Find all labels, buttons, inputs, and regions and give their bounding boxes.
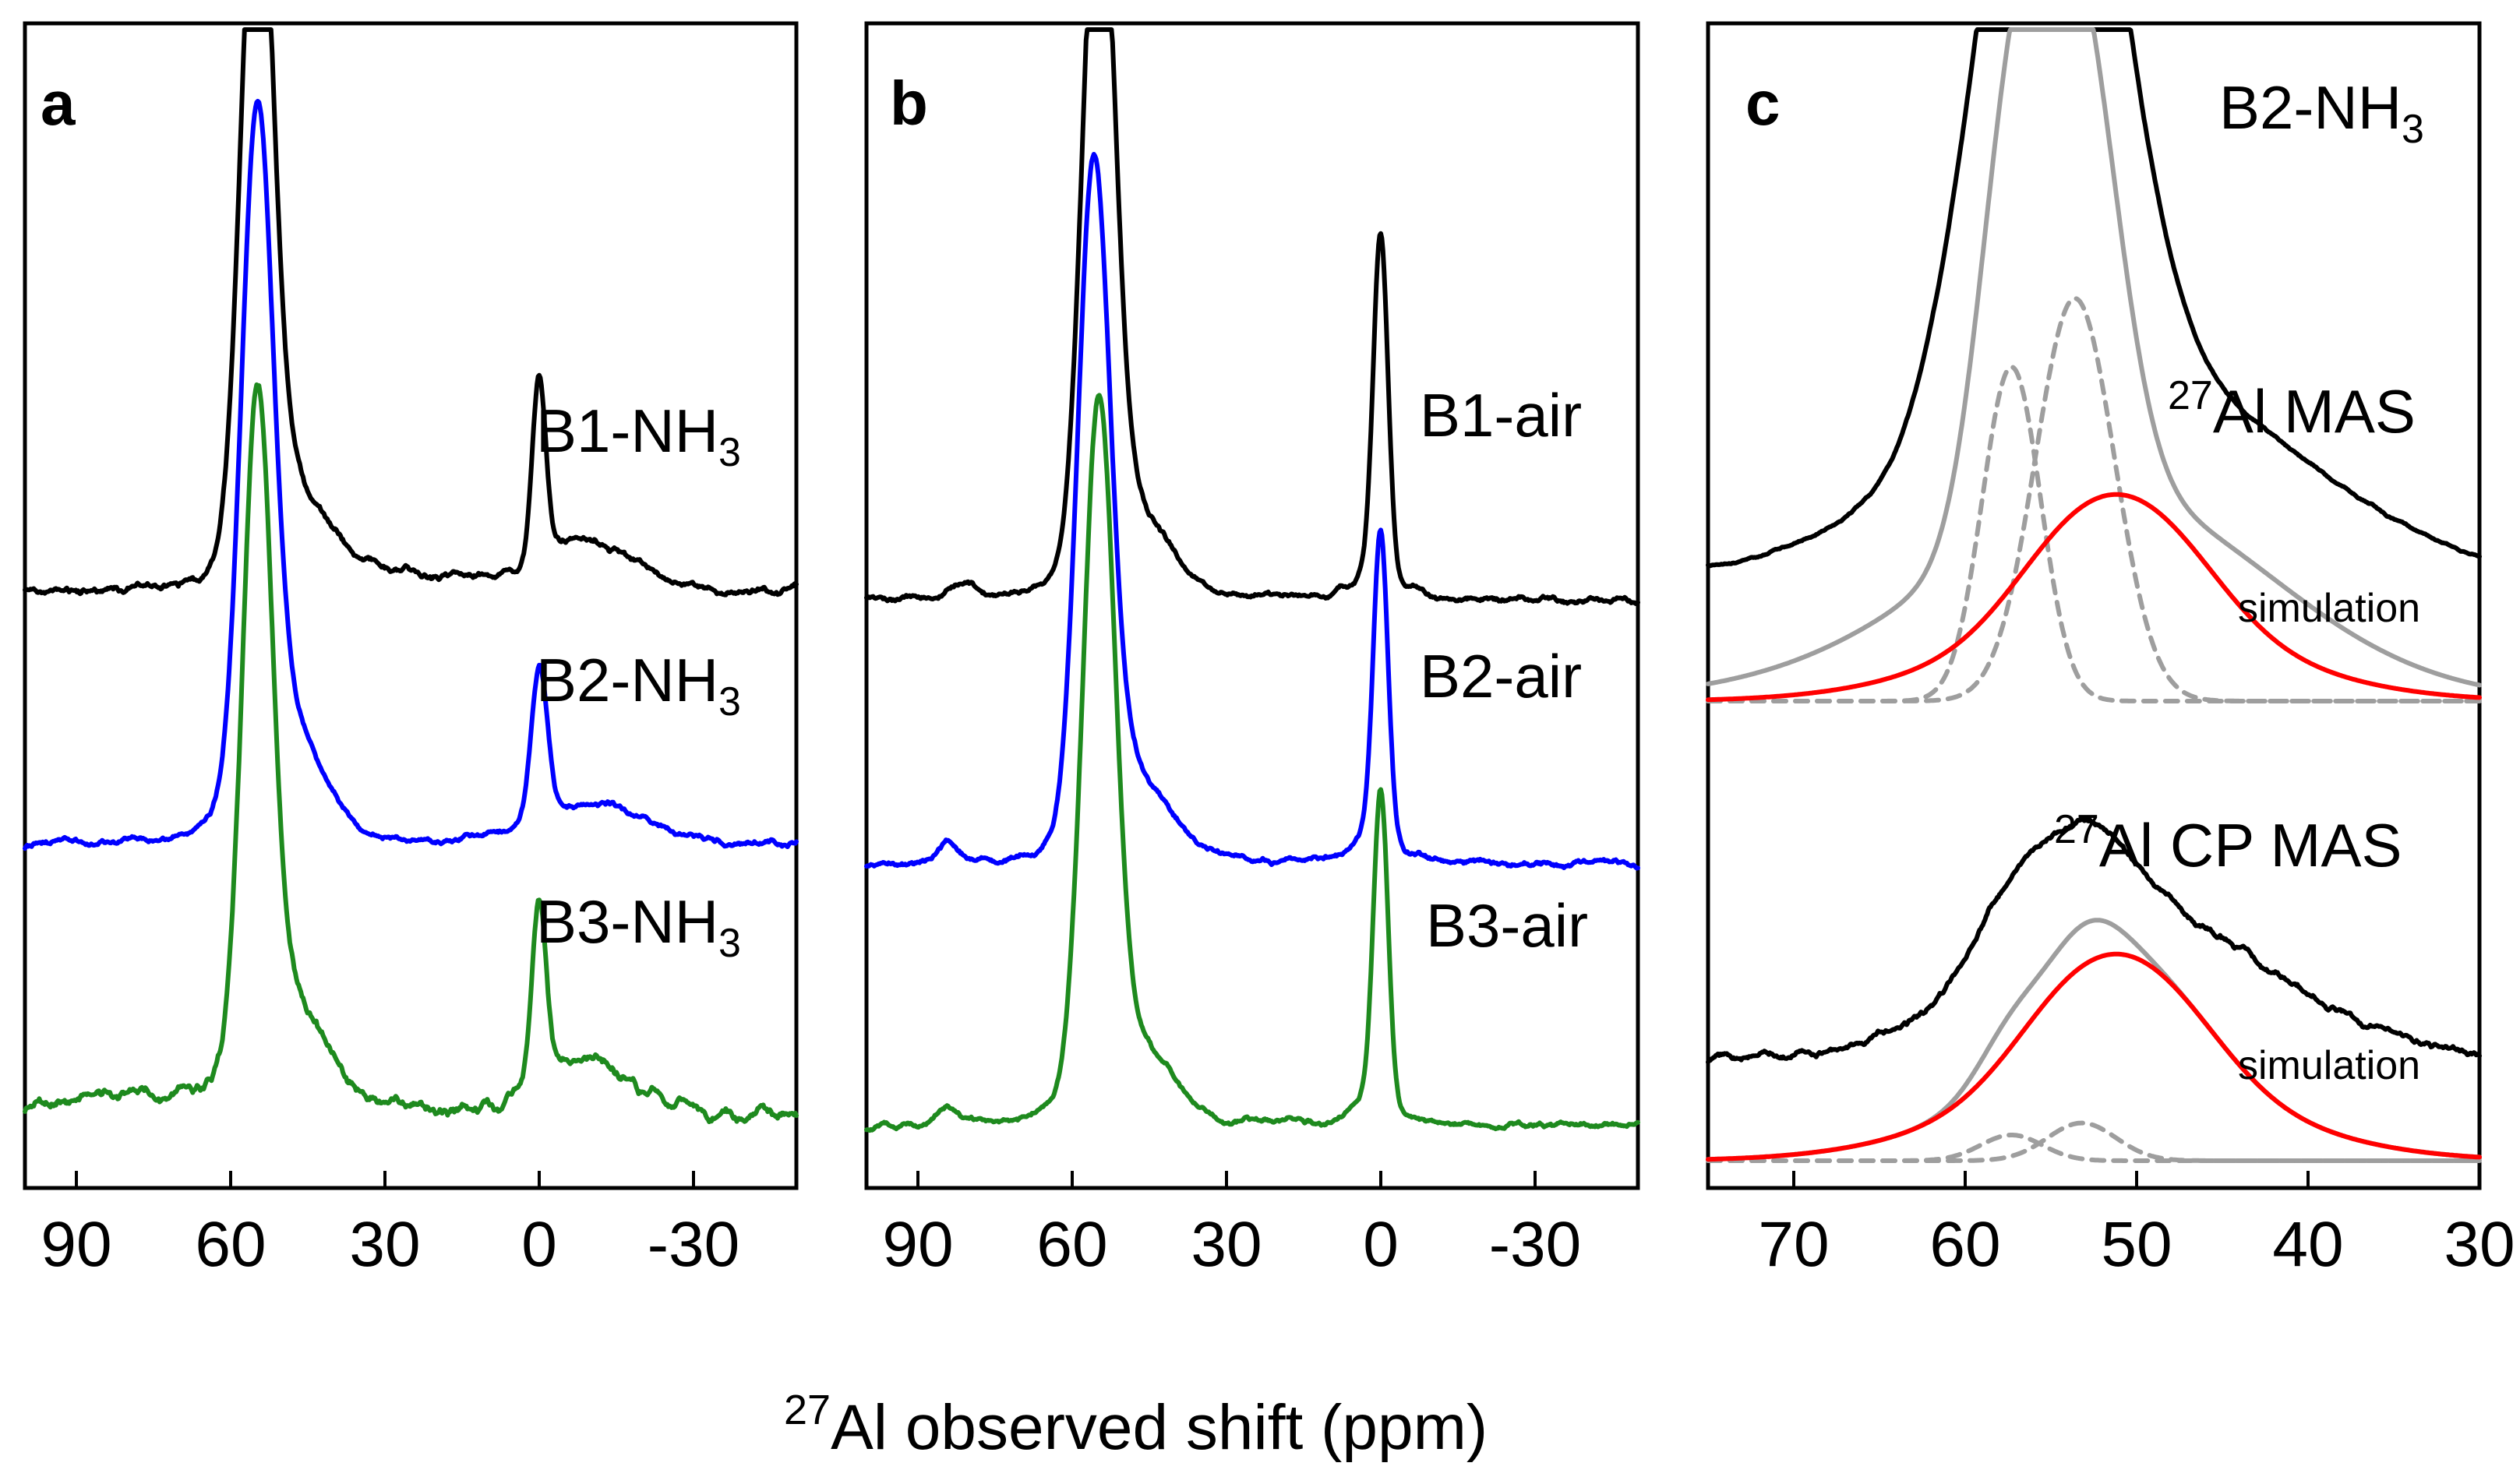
panel-b-frame: [866, 23, 1638, 1188]
trace-a-b2-nh3: [25, 101, 796, 848]
label-b2-nh3: B2-NH3: [536, 646, 741, 724]
trace-b-b2-air: [866, 154, 1638, 869]
trace-a-b1-nh3: [25, 30, 796, 595]
x-tick-label-a-2: 30: [349, 1209, 420, 1280]
panel-a: 90 60 30 0 -30 a B1-NH3 B2-NH3 B3-NH3: [25, 23, 796, 1280]
panel-c-letter: c: [1745, 69, 1781, 138]
x-tick-label-c-1: 60: [1929, 1209, 2000, 1280]
x-axis-title: 27Al observed shift (ppm): [784, 1387, 1488, 1463]
x-tick-label-b-4: -30: [1489, 1209, 1582, 1280]
x-tick-label-a-1: 60: [195, 1209, 266, 1280]
panel-a-frame: [25, 23, 796, 1188]
label-simulation-mas: simulation: [2238, 586, 2420, 631]
panel-c-title: B2-NH3: [2219, 73, 2424, 152]
label-simulation-cp: simulation: [2238, 1043, 2420, 1088]
panel-b: 90 60 30 0 -30 b B1-air B2-air B3-air: [866, 23, 1638, 1280]
label-b3-air: B3-air: [1426, 891, 1588, 960]
x-tick-label-c-0: 70: [1758, 1209, 1829, 1280]
x-tick-label-b-1: 60: [1036, 1209, 1107, 1280]
panel-b-letter: b: [890, 69, 928, 138]
x-tick-label-c-2: 50: [2101, 1209, 2172, 1280]
label-b1-air: B1-air: [1420, 381, 1582, 449]
x-tick-label-a-4: -30: [648, 1209, 740, 1280]
x-tick-label-b-2: 30: [1191, 1209, 1262, 1280]
nmr-figure: 90 60 30 0 -30 a B1-NH3 B2-NH3 B3-NH3 90 60 30…: [0, 0, 2520, 1484]
panel-a-letter: a: [41, 69, 76, 138]
trace-c-cp-site-1: [1708, 1135, 2479, 1161]
label-b2-air: B2-air: [1420, 642, 1582, 710]
x-tick-label-c-3: 40: [2272, 1209, 2343, 1280]
label-27al-mas: 27Al MAS: [2168, 373, 2416, 446]
label-b3-nh3: B3-NH3: [536, 887, 741, 966]
trace-b-b3-air: [866, 395, 1638, 1130]
panel-b-traces: [866, 30, 1638, 1130]
label-27al-cp-mas: 27Al CP MAS: [2054, 807, 2402, 879]
x-tick-label-a-0: 90: [41, 1209, 111, 1280]
trace-b-b1-air: [866, 30, 1638, 604]
x-tick-label-b-0: 90: [882, 1209, 953, 1280]
panel-c: 70 60 50 40 30 c B2-NH3 27Al MAS simulation …: [1708, 23, 2515, 1280]
x-tick-label-c-4: 30: [2444, 1209, 2515, 1280]
trace-a-b3-nh3: [25, 385, 796, 1122]
x-tick-label-b-3: 0: [1363, 1209, 1399, 1280]
panel-a-traces: [25, 30, 796, 1122]
x-tick-label-a-3: 0: [521, 1209, 557, 1280]
label-b1-nh3: B1-NH3: [536, 397, 741, 475]
